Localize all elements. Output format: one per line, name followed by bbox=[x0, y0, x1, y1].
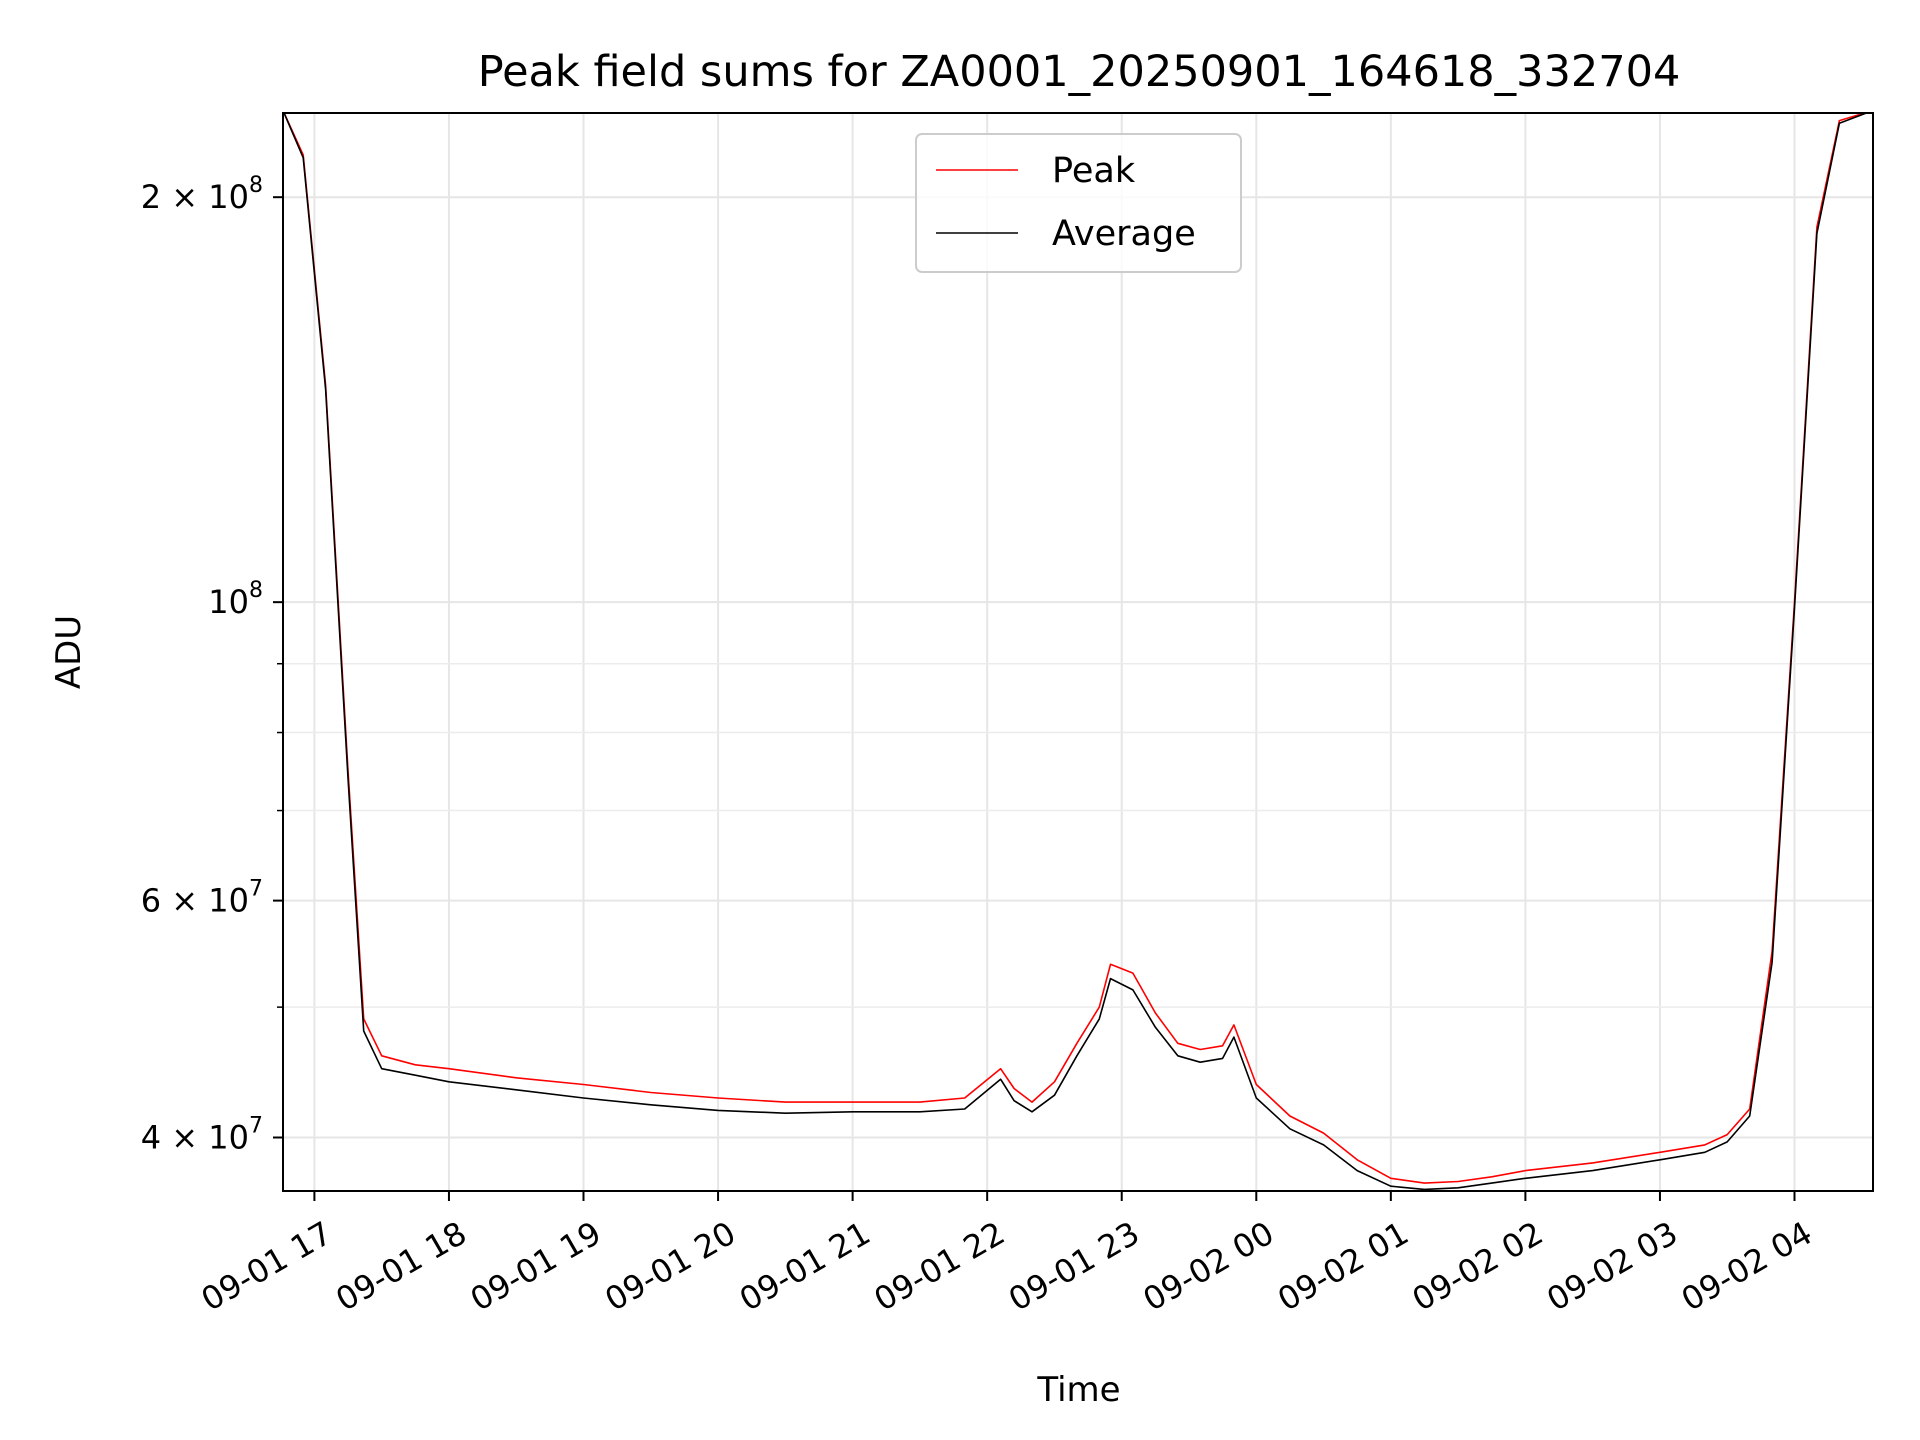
y-tick-label: 108 bbox=[208, 578, 263, 621]
series-layer bbox=[283, 113, 1869, 1191]
grid bbox=[283, 113, 1873, 1191]
chart-title: Peak field sums for ZA0001_20250901_1646… bbox=[478, 47, 1681, 97]
series-line-average bbox=[283, 113, 1869, 1191]
y-tick-label: 6 × 107 bbox=[141, 877, 263, 920]
y-axis-label: ADU bbox=[49, 615, 89, 689]
legend-label-average: Average bbox=[1052, 214, 1196, 254]
legend: Peak Average bbox=[915, 133, 1242, 273]
y-tick-label: 2 × 108 bbox=[141, 173, 263, 216]
legend-label-peak: Peak bbox=[1052, 151, 1136, 191]
legend-box bbox=[915, 133, 1242, 273]
x-axis-label: Time bbox=[1036, 1370, 1120, 1410]
y-axis: 4 × 107 6 × 107 108 2 × 108 bbox=[141, 173, 283, 1157]
y-tick-label: 4 × 107 bbox=[141, 1114, 263, 1157]
plot-frame bbox=[282, 112, 1874, 1192]
series-line-peak bbox=[283, 113, 1868, 1184]
